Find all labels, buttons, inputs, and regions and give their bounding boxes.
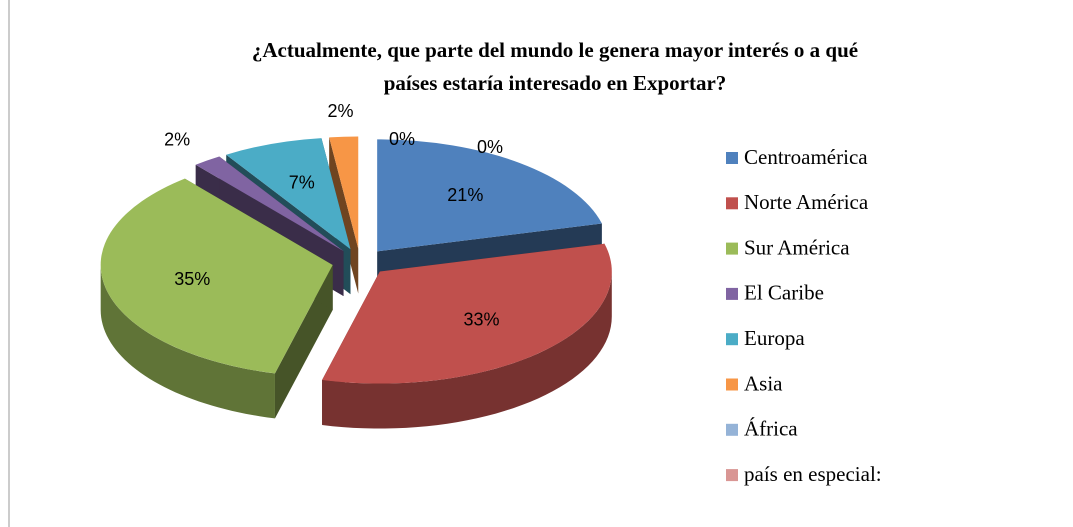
data-label: 0% [477,137,503,157]
legend-label: Norte América [744,190,869,214]
slice-wall [274,264,333,419]
legend-swatch [726,152,738,164]
data-label: 33% [463,309,499,329]
legend-label: El Caribe [744,281,824,305]
slice [195,156,344,252]
data-label: 2% [164,129,190,149]
legend-swatch [726,469,738,482]
slice-wall [329,137,359,294]
legend-swatch [726,242,738,255]
slice [226,138,351,250]
slice [329,136,359,249]
legend-swatch [726,287,738,300]
slice [322,243,612,384]
chart-title: ¿Actualmente, que parte del mundo le gen… [252,38,858,62]
slice-side [322,271,612,429]
data-label: 21% [447,185,483,205]
legend-label: Centroamérica [744,145,868,169]
legend-label: Europa [744,326,805,350]
legend-label: país en especial: [744,462,882,486]
data-label: 7% [289,173,315,193]
data-label: 2% [327,101,353,121]
legend-swatch [726,423,738,436]
data-label: 35% [174,269,210,289]
legend-swatch [726,378,738,391]
legend-label: Asia [744,371,783,395]
chart-subtitle: países estaría interesado en Exportar? [384,71,727,95]
pie-tops [100,136,612,384]
slice [100,178,333,374]
legend-swatch [726,197,738,210]
slice-side [100,264,275,419]
legend-label: África [744,417,798,441]
legend-label: Sur América [744,235,850,259]
legend-swatch [726,333,738,346]
data-label: 0% [389,129,415,149]
slice [377,139,602,252]
